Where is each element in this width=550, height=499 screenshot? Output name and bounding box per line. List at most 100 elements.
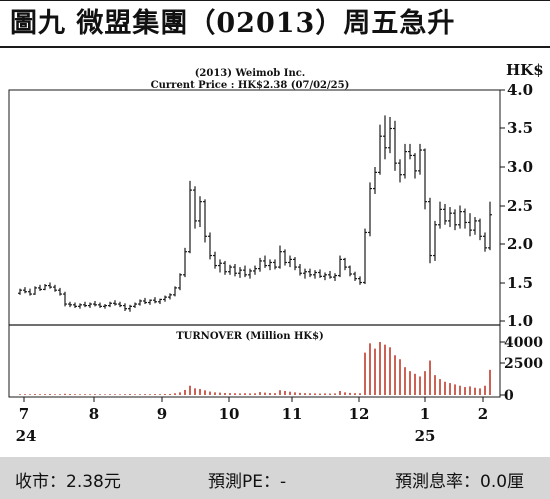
x-tick-month-8: 8 [89,405,99,423]
price-tick-1-0: 1.0 [507,312,533,330]
price-bar [133,302,137,308]
price-tick-2-5: 2.5 [507,197,533,215]
price-bar [48,282,52,289]
price-bar [223,260,227,275]
price-bar [58,287,62,296]
price-tick-4-0: 4.0 [507,81,533,99]
x-tick-year-25: 25 [415,427,436,445]
price-bar [168,293,172,300]
price-bar [113,300,117,306]
price-bar [118,301,122,308]
price-bar [288,255,292,268]
price-bar [478,218,482,241]
price-bar [488,201,492,251]
price-bar [338,255,342,278]
price-bar [323,272,327,281]
price-bar [208,232,212,260]
price-bar [283,249,287,266]
price-bars [18,115,492,312]
price-bar [18,288,22,295]
price-bar [398,159,402,183]
price-bar [218,259,222,273]
price-bar [428,197,432,264]
price-bar [363,228,367,285]
price-bar [298,264,302,276]
price-bar [203,199,207,243]
price-tick-1-5: 1.5 [507,274,533,292]
price-tick-2-0: 2.0 [507,235,533,253]
price-bar [383,115,387,160]
price-bar [438,201,442,229]
price-bar [423,148,427,210]
price-bar [68,301,72,308]
price-bar [353,271,357,281]
price-bar [268,259,272,271]
price-bar [233,264,237,277]
price-bar [453,209,457,231]
company-label: (2013) Weimob Inc. [195,68,306,79]
price-bar [483,232,487,252]
turnover-panel-title: TURNOVER (Million HK$) [176,331,324,342]
price-unit-label: HK$ [506,61,544,79]
price-bar [293,257,297,271]
forecast-yield-label: 預測息率：0.0厘 [395,472,525,492]
price-bar [433,220,437,261]
price-bar [173,286,177,297]
price-bar [333,273,337,281]
x-tick-month-1: 1 [420,405,430,423]
turnover-axis: 4000 2500 0 [500,335,543,404]
price-axis: 4.0 3.5 3.0 2.5 2.0 1.5 1.0 [500,81,533,330]
price-bar [458,205,462,229]
price-bar [313,270,317,279]
price-bar [368,182,372,237]
price-bar [228,264,232,275]
price-bar [38,284,42,291]
stock-chart: (2013) Weimob Inc. Current Price : HK$2.… [8,61,544,445]
price-bar [393,120,397,171]
price-bar [263,255,267,268]
price-bar [253,265,257,275]
price-bar [73,302,77,308]
price-bar [43,284,47,291]
price-bar [148,299,152,305]
price-bar [258,257,262,272]
price-bar [88,302,92,308]
price-bar [373,167,377,194]
price-tick-3-0: 3.0 [507,158,533,176]
x-tick-month-11: 11 [282,405,303,423]
price-bar [468,213,472,237]
price-bar [23,287,27,294]
price-bar [358,276,362,285]
turnover-tick-2500: 2500 [504,356,543,372]
price-bar [238,267,242,278]
turnover-tick-0: 0 [504,388,514,404]
price-bar [198,196,202,228]
price-bar [158,298,162,305]
price-tick-3-5: 3.5 [507,119,533,137]
price-bar [318,269,322,278]
price-bar [303,268,307,279]
forecast-pe-label: 預測PE：- [208,472,287,492]
price-bar [178,273,182,291]
price-bar [28,288,32,296]
chart-area: (2013) Weimob Inc. Current Price : HK$2.… [0,48,550,455]
price-bar [408,143,412,160]
price-bar [308,268,312,278]
price-bar [33,286,37,295]
price-bar [243,265,247,278]
price-bar [63,291,67,307]
current-price-label: Current Price : HK$2.38 (07/02/25) [151,80,350,91]
x-tick-year-24: 24 [16,427,37,445]
x-tick-month-12: 12 [349,405,370,423]
price-bar [153,297,157,304]
footer-stats: 收市：2.38元 預測PE：- 預測息率：0.0厘 [0,457,550,499]
turnover-bars [19,342,491,395]
price-bar [123,303,127,311]
turnover-tick-4000: 4000 [504,335,543,351]
price-bar [98,302,102,308]
price-bar [473,217,477,235]
price-bar [53,284,57,292]
price-bar [83,301,87,308]
price-bar [93,300,97,307]
